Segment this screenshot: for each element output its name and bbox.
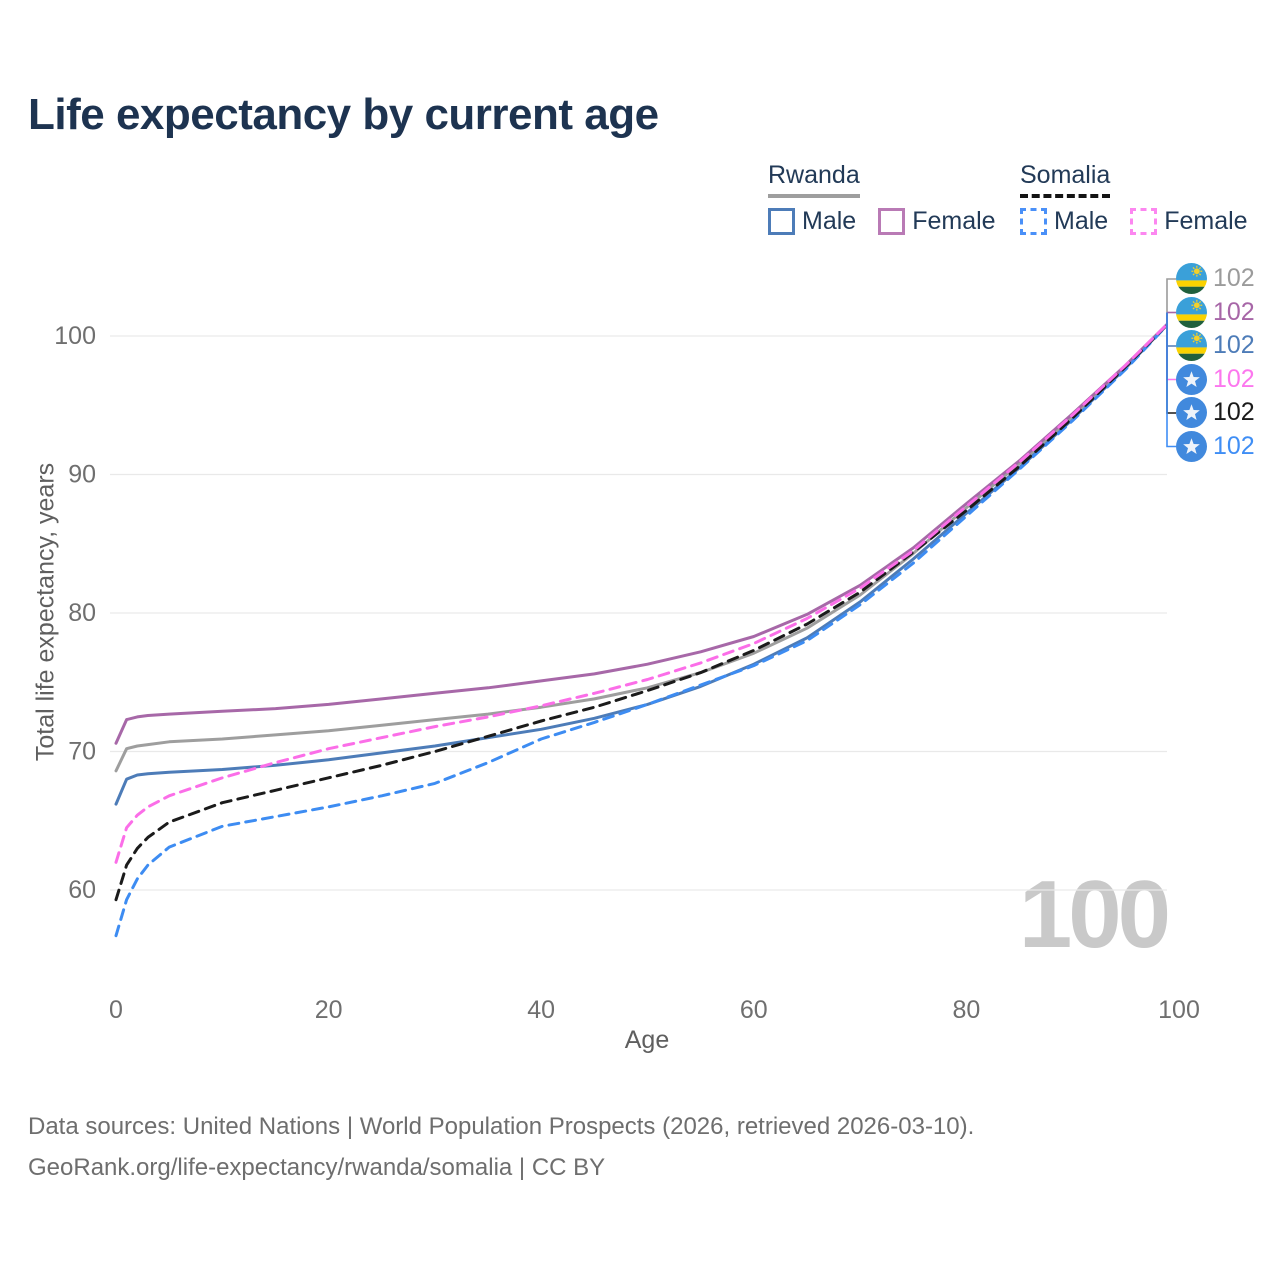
y-tick-label-70: 70 [68, 738, 96, 766]
legend-item-somalia-male-label: Male [1054, 206, 1109, 235]
legend-group-rwanda: Rwanda Male Female [768, 161, 996, 236]
legend-item-rwanda-male[interactable]: Male [768, 207, 856, 236]
somalia-male-swatch-icon [1020, 207, 1047, 235]
series-line-rwanda-male [114, 323, 1167, 806]
footer: Data sources: United Nations | World Pop… [28, 1106, 974, 1188]
legend-items-somalia: Male Female [1020, 207, 1248, 236]
series-line-somalia-female [114, 322, 1167, 864]
y-tick-label-80: 80 [68, 599, 96, 627]
legend-item-somalia-female[interactable]: Female [1130, 206, 1248, 236]
end-label-somalia-male: 102 [1176, 430, 1255, 462]
legend-item-somalia-male[interactable]: Male [1020, 207, 1108, 236]
x-tick-label-100: 100 [1158, 996, 1200, 1024]
legend-item-rwanda-female-label: Female [912, 206, 996, 235]
footer-data-sources: Data sources: United Nations | World Pop… [28, 1113, 975, 1140]
y-tick-label-60: 60 [68, 876, 96, 904]
x-tick-label-80: 80 [952, 996, 980, 1024]
somalia-flag-icon [1176, 397, 1207, 428]
legend-country-somalia[interactable]: Somalia [1020, 161, 1111, 198]
legend-country-rwanda-label: Rwanda [768, 161, 860, 189]
chart-title: Life expectancy by current age [28, 90, 659, 139]
legend-items-rwanda: Male Female [768, 207, 996, 236]
current-age-watermark: 100 [1018, 861, 1171, 968]
end-label-value: 102 [1213, 364, 1255, 393]
end-label-value: 102 [1213, 398, 1255, 426]
end-label-connector-4 [1166, 312, 1176, 414]
y-axis-title: Total life expectancy, years [31, 462, 60, 762]
x-tick-label-40: 40 [527, 996, 555, 1024]
end-label-rwanda: 102 [1176, 263, 1255, 294]
rwanda-flag-icon [1176, 263, 1207, 294]
end-label-connector-2 [1166, 312, 1176, 347]
series-line-rwanda-female [114, 322, 1167, 745]
y-tick-label-100: 100 [54, 322, 96, 350]
legend-item-rwanda-male-label: Male [802, 206, 857, 235]
end-label-value: 102 [1213, 297, 1255, 326]
rwanda-female-swatch-icon [878, 207, 906, 235]
end-label-somalia: 102 [1176, 397, 1255, 428]
series-line-rwanda [114, 323, 1167, 773]
end-label-rwanda-male: 102 [1176, 330, 1255, 361]
x-tick-label-20: 20 [315, 996, 343, 1024]
somalia-flag-icon [1176, 430, 1207, 462]
end-label-connector-0 [1166, 278, 1176, 313]
y-tick-label-90: 90 [68, 461, 96, 489]
somalia-flag-icon [1176, 363, 1207, 395]
somalia-female-swatch-icon [1130, 207, 1158, 235]
legend-country-somalia-label: Somalia [1020, 161, 1111, 189]
series-line-somalia-male [114, 323, 1167, 938]
end-label-somalia-female: 102 [1176, 363, 1255, 395]
legend-item-rwanda-female[interactable]: Female [878, 206, 996, 236]
x-tick-label-0: 0 [109, 996, 123, 1024]
legend-item-somalia-female-label: Female [1164, 206, 1248, 235]
rwanda-flag-icon [1176, 330, 1207, 361]
legend-group-somalia: Somalia Male Female [1020, 161, 1248, 236]
x-axis-title: Age [624, 1026, 670, 1054]
series-line-somalia [114, 323, 1167, 902]
rwanda-male-swatch-icon [768, 207, 795, 235]
end-label-value: 102 [1213, 264, 1255, 292]
end-label-value: 102 [1213, 331, 1255, 359]
end-label-connector-5 [1166, 312, 1176, 448]
legend-country-rwanda[interactable]: Rwanda [768, 161, 860, 198]
rwanda-flag-icon [1176, 296, 1207, 328]
end-label-rwanda-female: 102 [1176, 296, 1255, 328]
x-tick-label-60: 60 [740, 996, 768, 1024]
end-label-value: 102 [1213, 431, 1255, 460]
footer-attribution: GeoRank.org/life-expectancy/rwanda/somal… [28, 1154, 606, 1181]
